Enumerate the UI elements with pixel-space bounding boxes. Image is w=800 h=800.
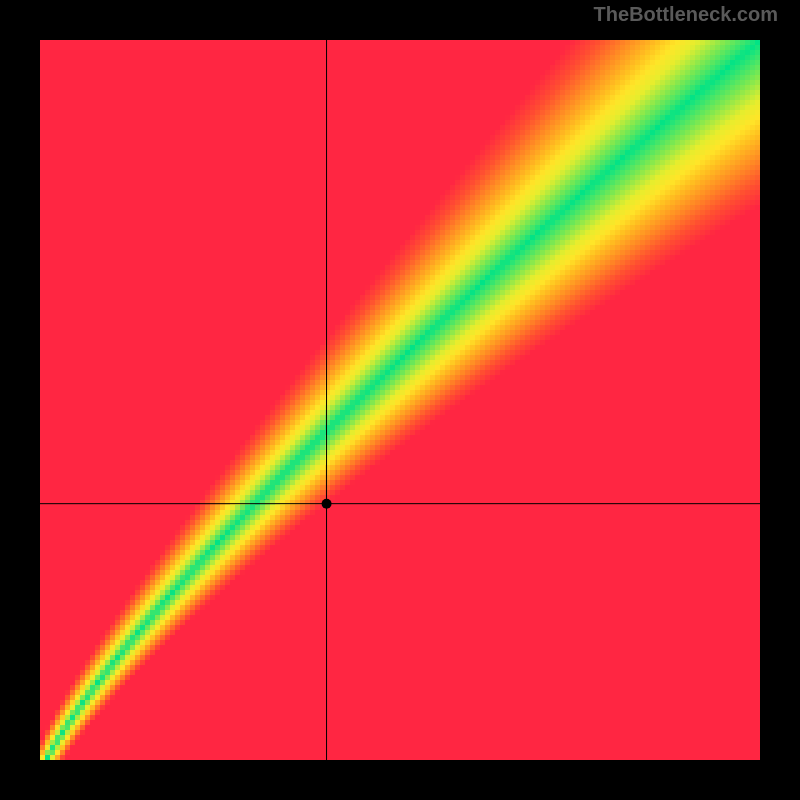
watermark-text: TheBottleneck.com xyxy=(594,4,778,27)
heatmap-canvas xyxy=(40,40,760,760)
bottleneck-heatmap xyxy=(40,40,760,760)
